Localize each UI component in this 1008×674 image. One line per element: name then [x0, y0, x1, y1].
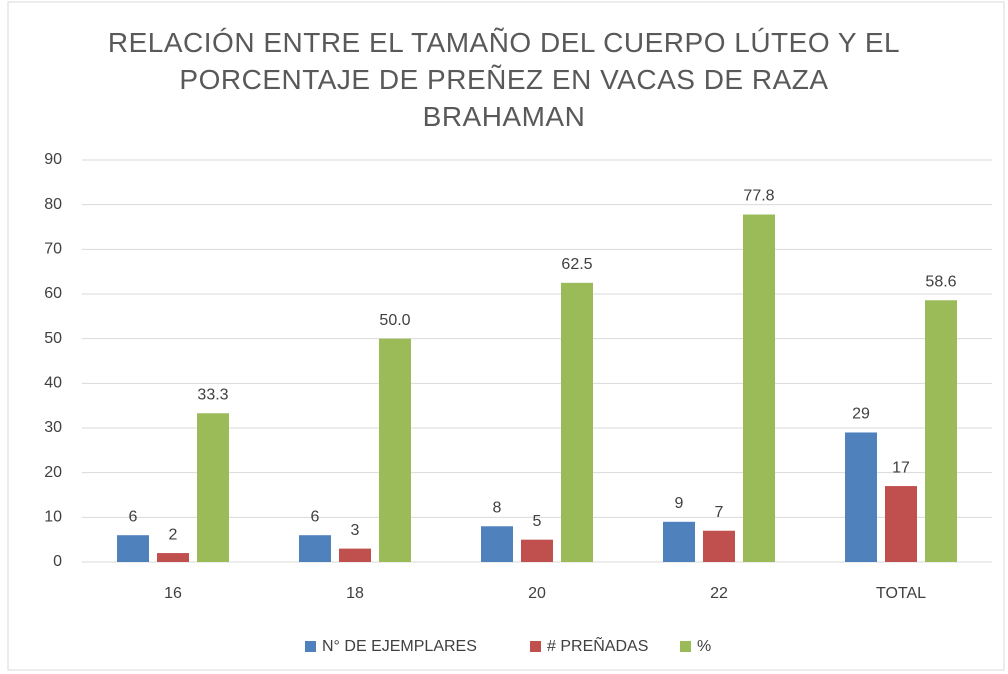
y-tick-label: 80 [44, 196, 62, 213]
y-tick-label: 30 [44, 419, 62, 436]
y-tick-label: 40 [44, 375, 62, 392]
data-label: 29 [852, 406, 870, 423]
data-label: 7 [715, 504, 724, 521]
bar [885, 486, 917, 562]
x-tick-label: 20 [528, 585, 546, 602]
data-label: 9 [675, 495, 684, 512]
bar [663, 521, 695, 562]
legend-label: N° DE EJEMPLARES [322, 638, 477, 655]
x-tick-label: 22 [710, 585, 728, 602]
y-tick-label: 10 [44, 509, 62, 526]
y-tick-label: 20 [44, 464, 62, 481]
y-tick-label: 70 [44, 241, 62, 258]
data-label: 2 [169, 526, 178, 543]
chart-title: RELACIÓN ENTRE EL TAMAÑO DEL CUERPO LÚTE… [107, 27, 901, 132]
data-label: 62.5 [561, 256, 592, 273]
y-tick-label: 90 [44, 151, 62, 168]
legend-label: # PREÑADAS [547, 635, 648, 655]
data-label: 3 [351, 522, 360, 539]
data-label: 33.3 [197, 386, 228, 403]
bar [157, 553, 189, 562]
legend-swatch [680, 641, 691, 652]
legend-swatch [305, 641, 316, 652]
x-tick-label: 16 [164, 585, 182, 602]
y-tick-label: 0 [53, 553, 62, 570]
y-tick-label: 50 [44, 330, 62, 347]
data-label: 8 [493, 499, 502, 516]
bar [481, 526, 513, 562]
x-tick-label: 18 [346, 585, 364, 602]
legend-label: % [697, 638, 711, 655]
legend-swatch [530, 641, 541, 652]
bar [339, 548, 371, 562]
bar [561, 282, 593, 562]
bar [197, 413, 229, 562]
data-label: 6 [129, 508, 138, 525]
x-tick-label: TOTAL [876, 585, 926, 602]
bar [117, 535, 149, 562]
bar [925, 300, 957, 562]
data-label: 77.8 [743, 188, 774, 205]
data-label: 5 [533, 513, 542, 530]
data-label: 6 [311, 508, 320, 525]
bar [743, 214, 775, 562]
bar [703, 530, 735, 562]
data-label: 58.6 [925, 273, 956, 290]
bar [379, 338, 411, 562]
data-label: 50.0 [379, 312, 410, 329]
bar [521, 539, 553, 562]
chart-border [7, 1, 1005, 671]
bar [845, 432, 877, 562]
bar [299, 535, 331, 562]
y-tick-label: 60 [44, 285, 62, 302]
data-label: 17 [892, 459, 910, 476]
